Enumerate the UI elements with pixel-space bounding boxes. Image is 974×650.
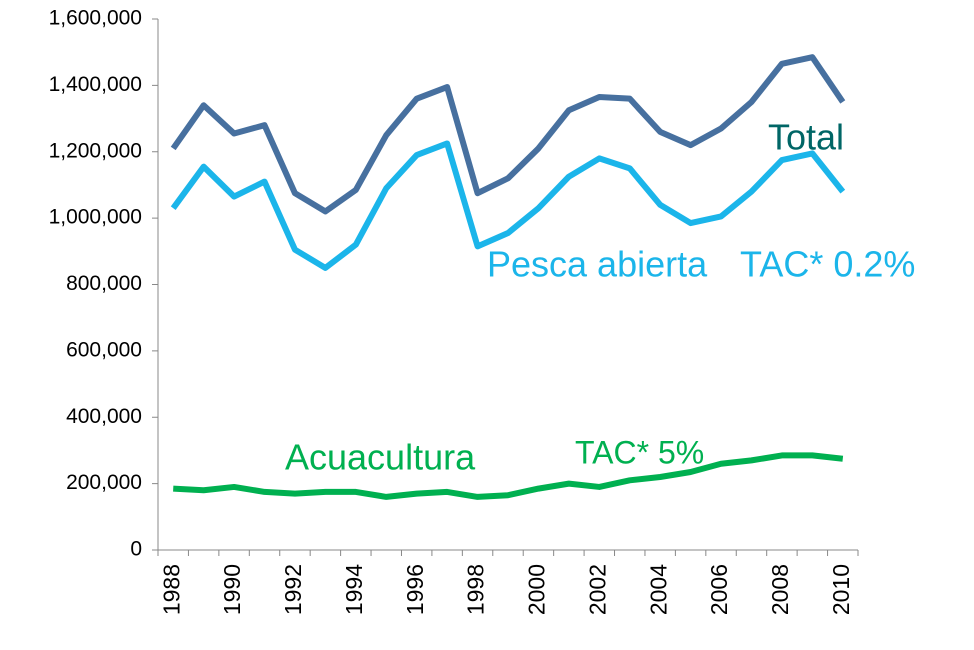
- y-tick-label: 1,600,000: [49, 7, 142, 30]
- x-tick-label: 2010: [828, 564, 854, 615]
- x-tick-label: 2002: [584, 564, 610, 615]
- y-tick-label: 1,200,000: [49, 139, 142, 162]
- y-tick-label: 800,000: [66, 272, 142, 295]
- x-tick-label: 2006: [706, 564, 732, 615]
- x-tick-label: 2000: [524, 564, 550, 615]
- x-tick-label: 1994: [341, 564, 367, 615]
- series-line: [170, 140, 846, 271]
- x-tick-label: 1990: [219, 564, 245, 615]
- x-tick-label: 1998: [463, 564, 489, 615]
- x-tick-label: 2004: [645, 564, 671, 615]
- annotation: TAC* 5%: [575, 434, 704, 470]
- annotation: TAC* 0.2%: [740, 244, 915, 285]
- x-tick-label: 1988: [158, 564, 184, 615]
- y-tick-label: 400,000: [66, 405, 142, 428]
- series-label: Pesca abierta: [487, 244, 708, 285]
- y-tick-label: 1,000,000: [49, 206, 142, 229]
- x-tick-label: 2008: [767, 564, 793, 615]
- series-line: [173, 452, 844, 500]
- y-tick-label: 0: [130, 538, 142, 561]
- y-tick-label: 600,000: [66, 338, 142, 361]
- series-label: Total: [768, 117, 844, 158]
- series-label: Acuacultura: [285, 437, 476, 478]
- x-tick-label: 1996: [402, 564, 428, 615]
- y-tick-label: 200,000: [66, 471, 142, 494]
- series-line: [170, 54, 846, 215]
- y-tick-label: 1,400,000: [49, 73, 142, 96]
- x-tick-label: 1992: [280, 564, 306, 615]
